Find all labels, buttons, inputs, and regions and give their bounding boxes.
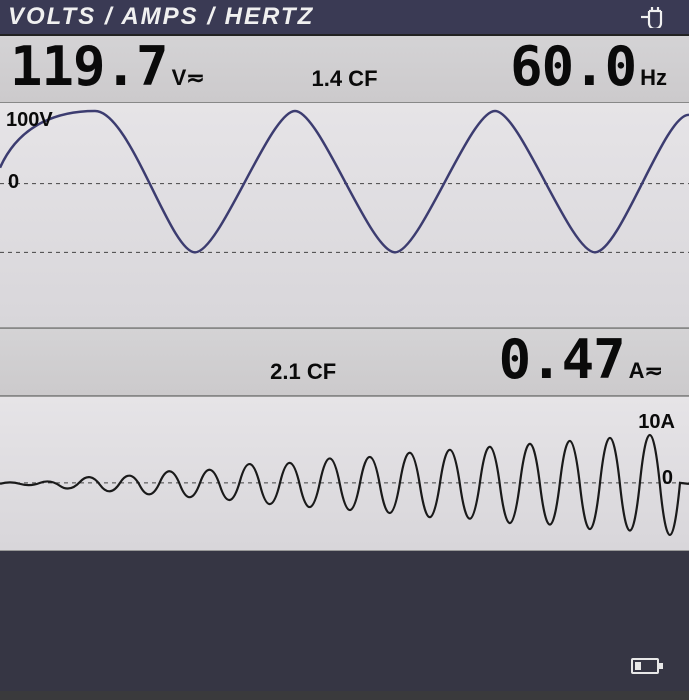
current-group: 0.47 A≂ <box>499 333 663 387</box>
voltage-unit: V≂ <box>172 65 205 91</box>
frequency-value: 60.0 <box>510 40 636 94</box>
current-value: 0.47 <box>499 333 625 387</box>
voltage-trace <box>0 111 689 252</box>
voltage-waveform-panel: 100V 0 <box>0 103 689 328</box>
device-frame: VOLTS / AMPS / HERTZ 119.7 V≂ 1.4 CF 60.… <box>0 0 689 700</box>
current-waveform-panel: 10A 0 <box>0 396 689 551</box>
voltage-crest-factor: 1.4 CF <box>311 66 377 92</box>
current-axis-zero: 0 <box>662 467 673 490</box>
voltage-readout-band: 119.7 V≂ 1.4 CF 60.0 Hz <box>0 36 689 103</box>
current-crest-factor: 2.1 CF <box>270 359 336 385</box>
header-title: VOLTS / AMPS / HERTZ <box>8 3 314 31</box>
battery-icon <box>631 656 665 681</box>
voltage-axis-100v: 100V <box>6 109 53 132</box>
bottom-bar <box>0 551 689 691</box>
frequency-group: 60.0 Hz <box>510 40 667 94</box>
voltage-value: 119.7 <box>10 40 168 94</box>
voltage-waveform-svg <box>0 103 689 327</box>
current-readout-band: 2.1 CF 0.47 A≂ <box>0 328 689 396</box>
current-axis-10a: 10A <box>638 411 675 434</box>
current-trace <box>0 435 689 535</box>
current-waveform-svg <box>0 397 689 550</box>
header-bar: VOLTS / AMPS / HERTZ <box>0 0 689 36</box>
voltage-axis-zero: 0 <box>8 171 19 194</box>
frequency-unit: Hz <box>640 65 667 91</box>
current-unit: A≂ <box>629 358 663 384</box>
plug-icon <box>639 6 673 28</box>
